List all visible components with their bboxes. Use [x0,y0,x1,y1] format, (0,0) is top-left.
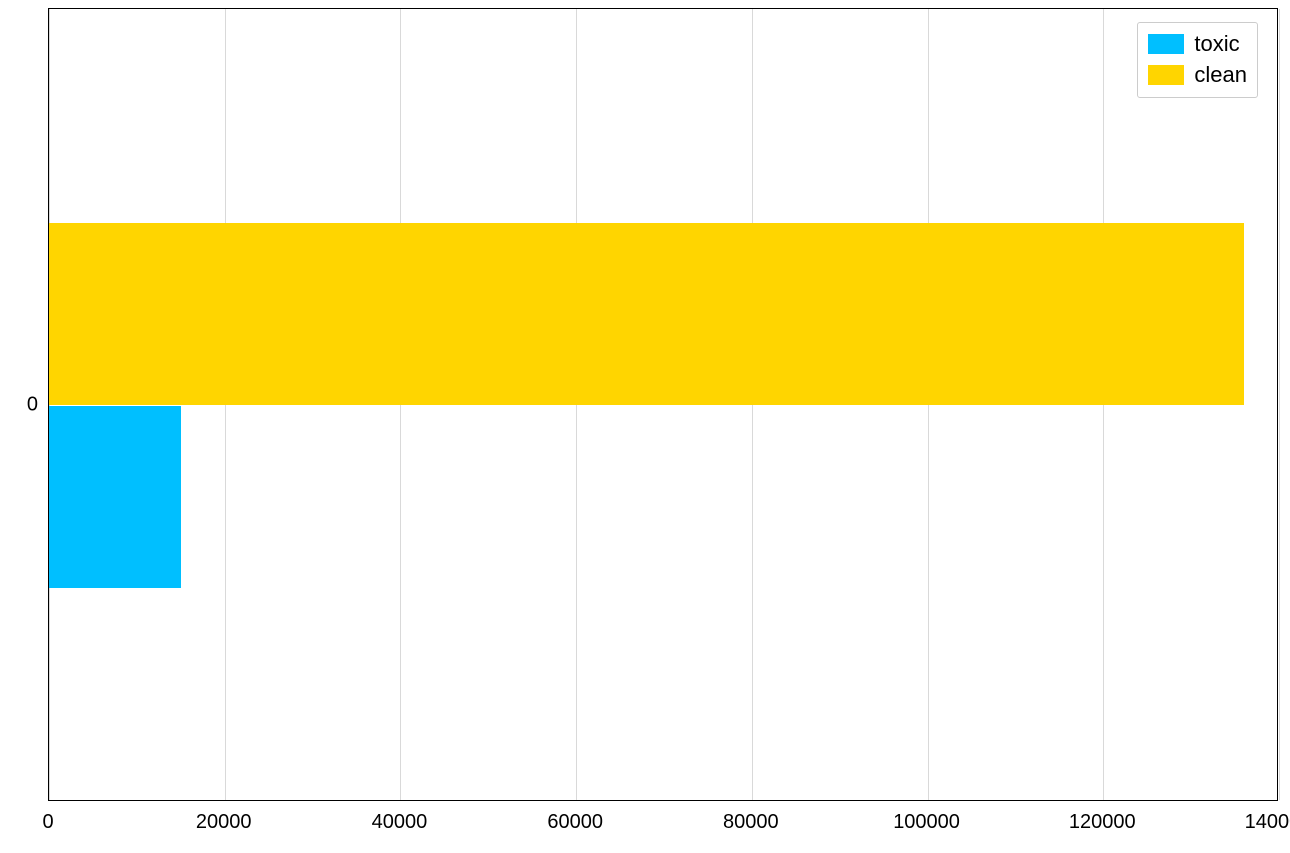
x-tick-label: 60000 [547,811,603,834]
x-tick-label: 100000 [893,811,960,834]
x-grid-line [1279,9,1280,800]
x-tick-label: 40000 [372,811,428,834]
x-tick-label: 140000 [1245,811,1290,834]
legend-item-toxic: toxic [1148,29,1247,60]
plot-area [48,8,1278,801]
legend-swatch-clean [1148,65,1184,85]
chart-container: 020000400006000080000100000120000140000 … [0,0,1290,853]
legend-swatch-toxic [1148,34,1184,54]
y-tick-label: 0 [27,393,38,416]
x-tick-label: 20000 [196,811,252,834]
x-tick-label: 120000 [1069,811,1136,834]
legend-label: clean [1194,60,1247,91]
legend-label: toxic [1194,29,1239,60]
bar-toxic [49,406,181,588]
legend-item-clean: clean [1148,60,1247,91]
bar-clean [49,223,1244,405]
legend: toxicclean [1137,22,1258,98]
x-tick-label: 0 [42,811,53,834]
x-tick-label: 80000 [723,811,779,834]
